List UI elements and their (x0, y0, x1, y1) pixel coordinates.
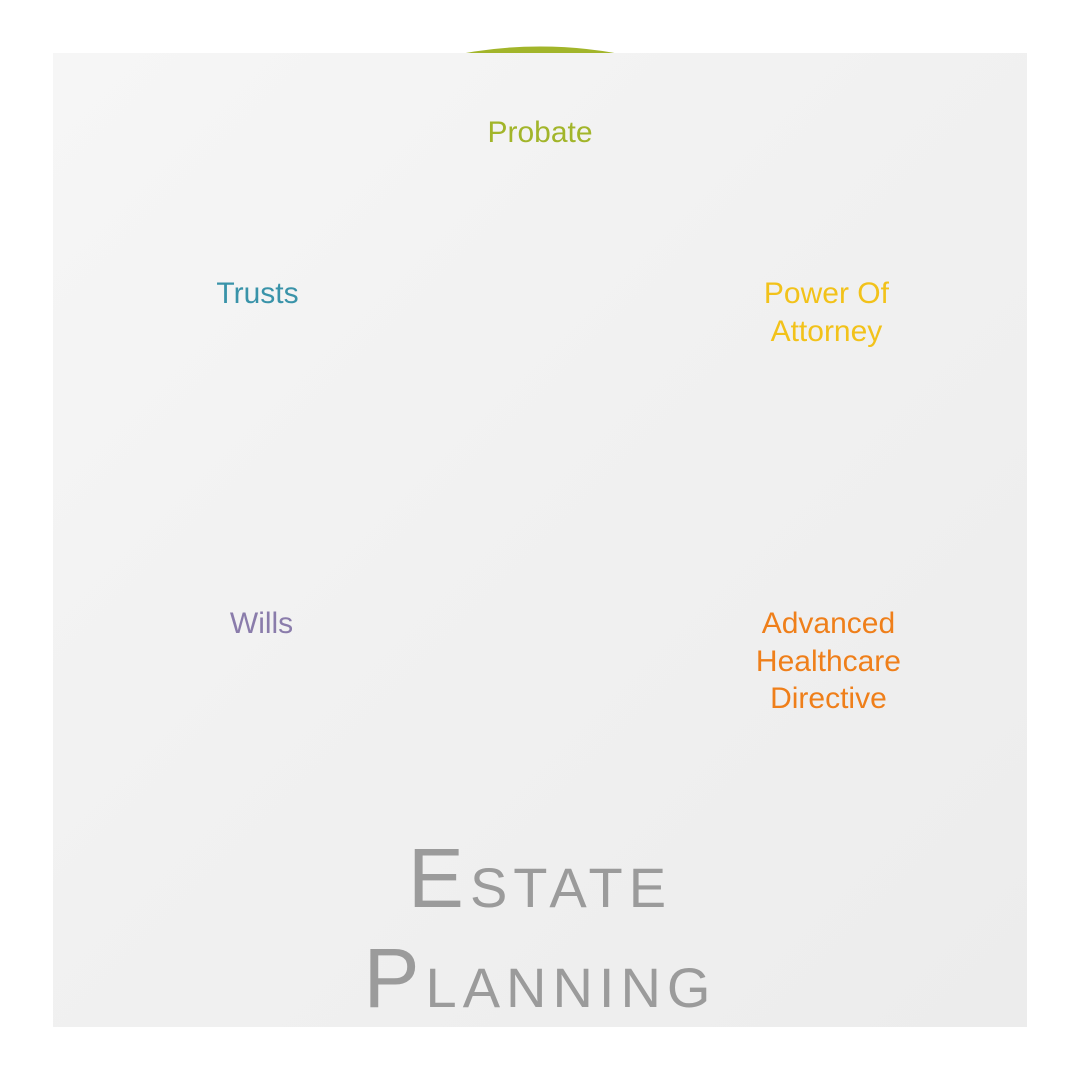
title-line-1: ESTATE (0, 830, 1080, 927)
stage: TRUST ProbatePower Of AttorneyAdvanced H… (0, 0, 1080, 1080)
label-trusts: Trusts (148, 275, 368, 313)
label-probate: Probate (430, 114, 650, 152)
label-wills: Wills (152, 605, 372, 643)
title-2-first: P (364, 931, 426, 1025)
title-2-rest: LANNING (426, 956, 717, 1019)
title-1-rest: STATE (470, 856, 672, 919)
label-poa: Power Of Attorney (716, 275, 936, 350)
label-ahd: Advanced Healthcare Directive (718, 605, 938, 718)
title-1-first: E (408, 831, 470, 925)
title-line-2: PLANNING (0, 930, 1080, 1027)
